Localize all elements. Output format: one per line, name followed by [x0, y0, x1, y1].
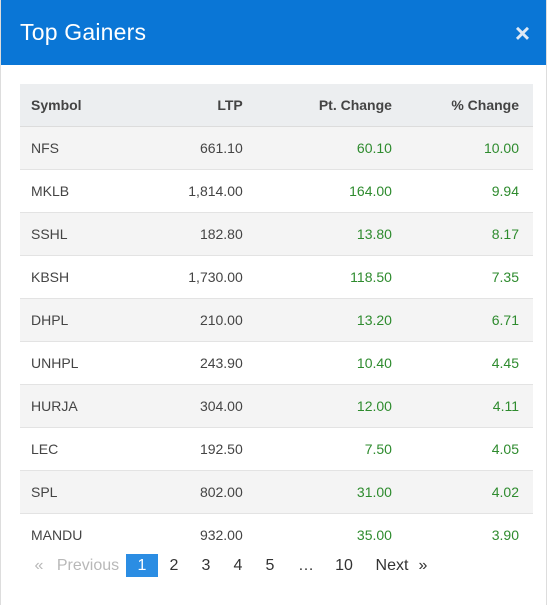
- cell-pct-change: 10.00: [391, 126, 533, 170]
- cell-pct-change: 9.94: [391, 169, 533, 213]
- page-button-2[interactable]: 2: [169, 556, 179, 574]
- table-row[interactable]: MANDU 932.00 35.00 3.90: [20, 513, 533, 554]
- cell-pt-change: 13.80: [242, 212, 392, 256]
- cell-symbol: SSHL: [20, 212, 153, 256]
- column-header-pct-change[interactable]: % Change: [391, 84, 533, 127]
- previous-page-button: Previous: [56, 556, 120, 574]
- column-header-pt-change[interactable]: Pt. Change: [242, 84, 392, 127]
- table-row[interactable]: MKLB 1,814.00 164.00 9.94: [20, 169, 533, 213]
- cell-pct-change: 8.17: [391, 212, 533, 256]
- cell-symbol: DHPL: [20, 298, 153, 342]
- cell-pt-change: 13.20: [242, 298, 392, 342]
- first-page-arrow-icon: «: [34, 556, 44, 574]
- pagination-ellipsis: …: [298, 556, 314, 574]
- page-button-4[interactable]: 4: [233, 556, 243, 574]
- cell-pt-change: 118.50: [242, 255, 392, 299]
- column-header-symbol[interactable]: Symbol: [20, 84, 153, 127]
- table-row[interactable]: SPL 802.00 31.00 4.02: [20, 470, 533, 514]
- cell-symbol: KBSH: [20, 255, 153, 299]
- cell-pt-change: 31.00: [242, 470, 392, 514]
- table-header: Symbol LTP Pt. Change % Change: [20, 84, 533, 127]
- cell-pt-change: 35.00: [242, 513, 392, 554]
- cell-ltp: 192.50: [152, 427, 243, 471]
- cell-symbol: UNHPL: [20, 341, 153, 385]
- modal-title: Top Gainers: [20, 19, 147, 45]
- pagination: « Previous 1 2 3 4 5 … 10 Next »: [28, 553, 430, 577]
- cell-symbol: NFS: [20, 126, 153, 170]
- cell-pt-change: 10.40: [242, 341, 392, 385]
- cell-symbol: HURJA: [20, 384, 153, 428]
- cell-ltp: 182.80: [152, 212, 243, 256]
- cell-symbol: LEC: [20, 427, 153, 471]
- last-page-arrow-icon[interactable]: »: [418, 556, 428, 574]
- cell-ltp: 802.00: [152, 470, 243, 514]
- next-page-button[interactable]: Next: [375, 556, 409, 574]
- close-icon[interactable]: ×: [514, 17, 530, 48]
- cell-symbol: MKLB: [20, 169, 153, 213]
- table-row[interactable]: HURJA 304.00 12.00 4.11: [20, 384, 533, 428]
- table-row[interactable]: LEC 192.50 7.50 4.05: [20, 427, 533, 471]
- cell-ltp: 210.00: [152, 298, 243, 342]
- column-header-ltp[interactable]: LTP: [152, 84, 243, 127]
- cell-pct-change: 4.11: [391, 384, 533, 428]
- cell-pct-change: 4.02: [391, 470, 533, 514]
- cell-ltp: 661.10: [152, 126, 243, 170]
- page-button-1[interactable]: 1: [126, 553, 158, 577]
- table-body: NFS 661.10 60.10 10.00 MKLB 1,814.00 164…: [20, 126, 533, 554]
- modal-header: Top Gainers ×: [1, 0, 546, 65]
- cell-pt-change: 164.00: [242, 169, 392, 213]
- cell-pt-change: 12.00: [242, 384, 392, 428]
- cell-pct-change: 7.35: [391, 255, 533, 299]
- cell-pt-change: 60.10: [242, 126, 392, 170]
- cell-pct-change: 6.71: [391, 298, 533, 342]
- page-button-10[interactable]: 10: [335, 556, 353, 574]
- cell-pt-change: 7.50: [242, 427, 392, 471]
- table-row[interactable]: KBSH 1,730.00 118.50 7.35: [20, 255, 533, 299]
- cell-ltp: 1,814.00: [152, 169, 243, 213]
- cell-ltp: 304.00: [152, 384, 243, 428]
- cell-pct-change: 3.90: [391, 513, 533, 554]
- gainers-table-container: Symbol LTP Pt. Change % Change NFS 661.1…: [20, 84, 533, 554]
- cell-ltp: 1,730.00: [152, 255, 243, 299]
- table-row[interactable]: NFS 661.10 60.10 10.00: [20, 126, 533, 170]
- table-row[interactable]: DHPL 210.00 13.20 6.71: [20, 298, 533, 342]
- cell-ltp: 932.00: [152, 513, 243, 554]
- table-header-row: Symbol LTP Pt. Change % Change: [20, 84, 533, 127]
- cell-symbol: SPL: [20, 470, 153, 514]
- page-button-3[interactable]: 3: [201, 556, 211, 574]
- cell-pct-change: 4.05: [391, 427, 533, 471]
- cell-symbol: MANDU: [20, 513, 153, 554]
- cell-pct-change: 4.45: [391, 341, 533, 385]
- gainers-table: Symbol LTP Pt. Change % Change NFS 661.1…: [20, 84, 533, 554]
- table-row[interactable]: SSHL 182.80 13.80 8.17: [20, 212, 533, 256]
- table-row[interactable]: UNHPL 243.90 10.40 4.45: [20, 341, 533, 385]
- page-button-5[interactable]: 5: [265, 556, 275, 574]
- cell-ltp: 243.90: [152, 341, 243, 385]
